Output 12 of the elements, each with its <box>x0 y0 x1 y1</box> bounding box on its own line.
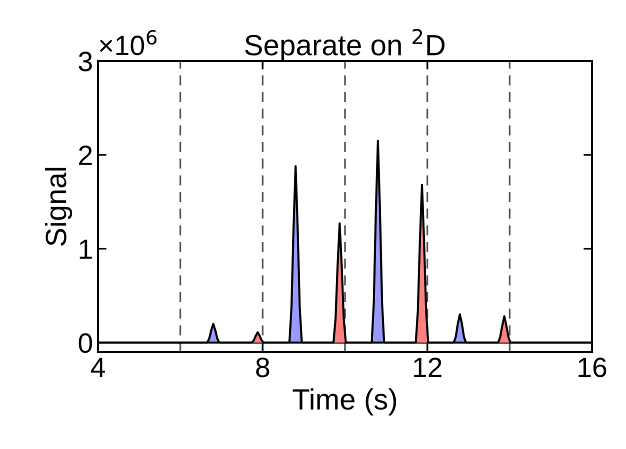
y-tick-label: 2 <box>79 146 92 165</box>
x-tick-label: 16 <box>578 358 606 378</box>
x-axis-title: Time (s) <box>292 388 396 416</box>
x-tick-label: 4 <box>90 358 105 377</box>
y-tick-label: 0 <box>78 333 92 353</box>
y-tick-label: 1 <box>80 240 92 259</box>
y-tick-label: 3 <box>78 52 92 72</box>
x-tick-label: 12 <box>414 358 442 377</box>
y-axis-title: Signal <box>44 168 72 246</box>
x-tick-label: 8 <box>256 358 270 378</box>
chart-title: Separate on $^{2}$D <box>245 28 445 62</box>
text: ×10$^{6}$ <box>100 30 157 56</box>
